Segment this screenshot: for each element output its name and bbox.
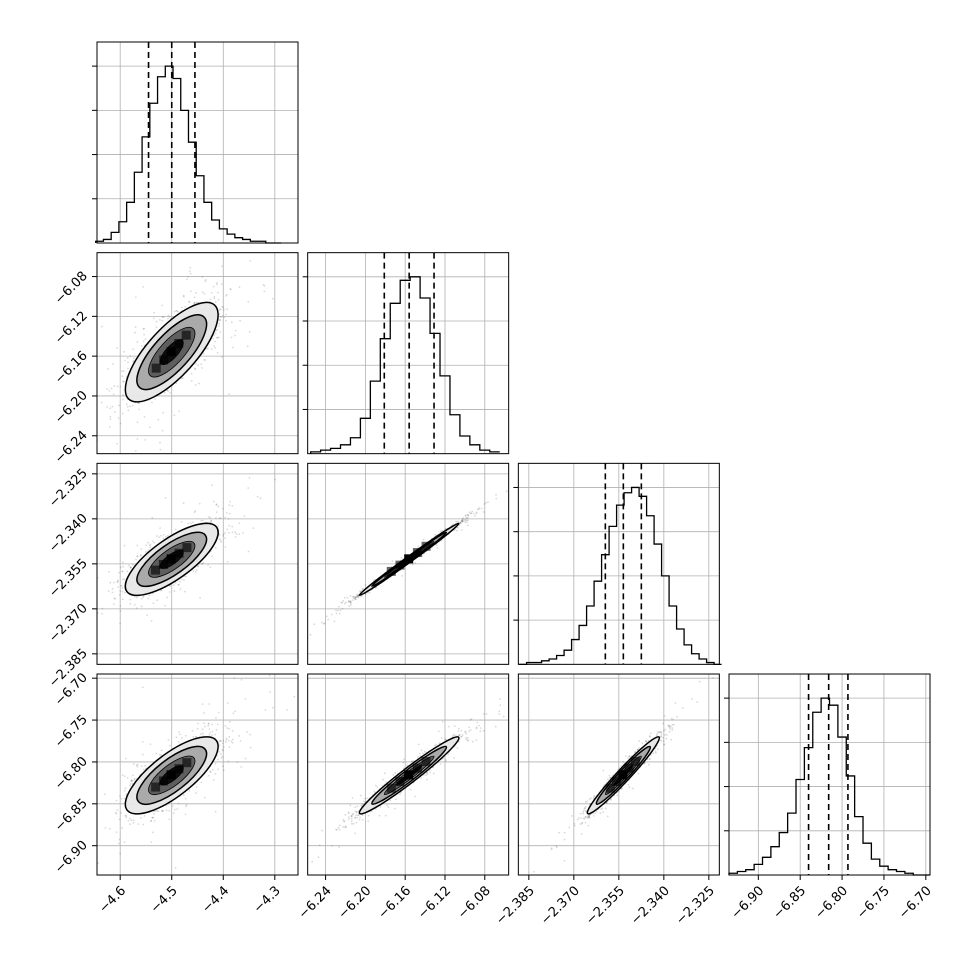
- y-tick-label: −2.325: [46, 466, 91, 511]
- x-tick-label: −2.340: [628, 883, 673, 928]
- x-tick-label: −6.20: [336, 883, 375, 922]
- density-core-cell: [605, 783, 615, 793]
- y-tick-label: −6.16: [52, 348, 91, 387]
- panel-frame: [307, 252, 510, 455]
- y-tick-label: −2.355: [46, 556, 91, 601]
- density-core-cell: [174, 764, 184, 774]
- hist-step-1: [95, 65, 282, 244]
- hist-panel-4: [724, 673, 931, 876]
- x-tick-label: −2.355: [583, 883, 628, 928]
- panel-frame: [96, 252, 299, 455]
- x-tick-label: −2.385: [493, 883, 538, 928]
- density-core-cell: [166, 347, 176, 357]
- density-core-cell: [151, 363, 161, 373]
- x-tick-label: −6.12: [415, 883, 454, 922]
- scatter-panel-4-1: [96, 673, 299, 876]
- scatter-panel-4-3: [517, 673, 720, 876]
- x-tick-label: −6.75: [854, 883, 893, 922]
- panel-frame: [307, 462, 510, 665]
- density-core-cell: [412, 763, 422, 773]
- panel-frame: [307, 673, 510, 876]
- density-core-cell: [182, 758, 192, 768]
- hist-panel-1: [92, 41, 299, 244]
- y-tick-label: −2.340: [46, 511, 91, 556]
- density-core-cell: [151, 565, 161, 575]
- density-core-cell: [158, 776, 168, 786]
- panel-frame: [517, 462, 720, 665]
- density-core-cell: [404, 554, 414, 564]
- x-tick-label: −6.08: [455, 883, 494, 922]
- scatter-panel-2-1: [96, 252, 299, 455]
- scatter-panel-4-2: [307, 673, 510, 876]
- density-core-cell: [182, 543, 192, 553]
- x-tick-label: −4.6: [96, 883, 129, 916]
- hist-step-2: [310, 276, 500, 454]
- density-core-cell: [158, 559, 168, 569]
- y-tick-label: −2.370: [46, 601, 91, 646]
- density-core-cell: [151, 782, 161, 792]
- hist-panel-3: [513, 462, 722, 665]
- panel-frame: [96, 41, 299, 244]
- y-tick-label: −6.75: [52, 712, 91, 751]
- density-core-cell: [386, 566, 396, 576]
- density-core-cell: [395, 560, 405, 570]
- x-tick-label: −2.370: [538, 883, 583, 928]
- x-tick-label: −4.3: [251, 883, 284, 916]
- y-tick-label: −6.12: [52, 309, 91, 348]
- y-tick-label: −6.85: [52, 796, 91, 835]
- y-tick-label: −6.20: [52, 388, 91, 427]
- scatter-panel-3-1: [96, 462, 299, 665]
- x-tick-label: −6.85: [770, 883, 809, 922]
- density-core-cell: [404, 770, 414, 780]
- density-core-cell: [174, 548, 184, 558]
- density-core-cell: [159, 355, 169, 365]
- x-tick-label: −6.16: [375, 883, 414, 922]
- density-core-cell: [395, 777, 405, 787]
- y-tick-label: −6.24: [52, 428, 91, 467]
- panel-frame: [728, 673, 931, 876]
- x-tick-label: −6.24: [296, 883, 335, 922]
- density-core-cell: [421, 541, 431, 551]
- density-core-cell: [386, 783, 396, 793]
- density-core-cell: [612, 777, 622, 787]
- density-core-cell: [618, 770, 628, 780]
- density-core-cell: [174, 338, 184, 348]
- y-tick-label: −6.80: [52, 754, 91, 793]
- density-core-cell: [412, 548, 422, 558]
- x-tick-label: −6.80: [812, 883, 851, 922]
- y-tick-label: −6.08: [52, 269, 91, 308]
- panel-frame: [96, 673, 299, 876]
- y-tick-label: −6.90: [52, 838, 91, 877]
- hist-panel-2: [302, 252, 510, 455]
- density-core-cell: [421, 757, 431, 767]
- density-core-cell: [166, 554, 176, 564]
- x-tick-label: −4.4: [199, 883, 232, 916]
- density-core-cell: [166, 770, 176, 780]
- hist-step-4: [728, 697, 931, 876]
- density-core-cell: [181, 330, 191, 340]
- x-tick-label: −4.5: [148, 883, 181, 916]
- x-tick-label: −2.325: [673, 883, 718, 928]
- x-tick-label: −6.90: [729, 883, 768, 922]
- x-tick-label: −6.70: [896, 883, 935, 922]
- scatter-panel-3-2: [307, 462, 510, 665]
- density-core-cell: [624, 763, 634, 773]
- density-core-cell: [630, 756, 640, 766]
